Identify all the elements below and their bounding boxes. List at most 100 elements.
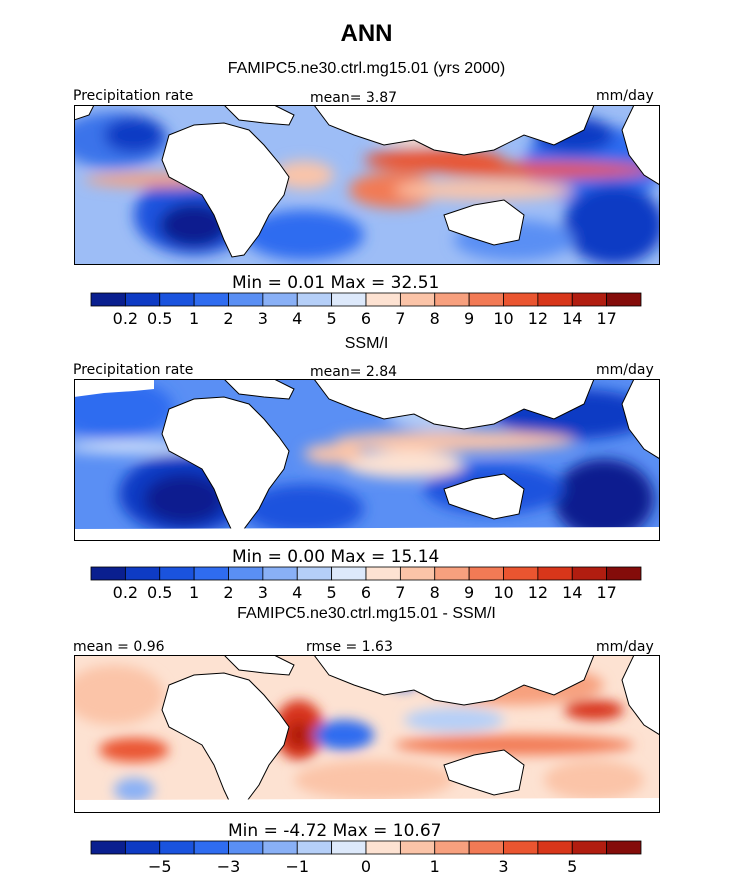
colorbar-tick-label: 5 — [567, 857, 577, 876]
colorbar-tick-label: −1 — [285, 857, 309, 876]
colorbar-swatch — [228, 292, 264, 307]
colorbar-swatch — [262, 292, 298, 307]
colorbar-swatch — [262, 566, 298, 581]
colorbar-tick-label: 9 — [464, 309, 474, 328]
figure-title: ANN — [340, 20, 393, 47]
colorbar-tick-label: 3 — [498, 857, 508, 876]
colorbar-tick-label: 3 — [258, 309, 268, 328]
colorbar-tick-label: 14 — [562, 583, 582, 602]
panel-3-colorbar-labels: −5 −3 −1 0 1 3 5 — [148, 857, 577, 876]
colorbar-tick-label: 10 — [493, 583, 513, 602]
colorbar-swatch — [159, 840, 195, 855]
colorbar-tick-label: 1 — [189, 309, 199, 328]
colorbar-swatch — [365, 566, 401, 581]
colorbar-tick-label: 0.5 — [147, 583, 172, 602]
colorbar-tick-label: 4 — [292, 583, 302, 602]
colorbar-swatch — [468, 840, 504, 855]
panel-1-units-label: mm/day — [596, 88, 654, 104]
panel-3-rmse-label: rmse = 1.63 — [306, 639, 393, 655]
panel-1-colorbar-labels: 0.2 0.5 1 2 3 4 5 6 7 8 9 10 12 14 17 — [113, 309, 617, 328]
colorbar-swatch — [503, 840, 539, 855]
colorbar-tick-label: 4 — [292, 309, 302, 328]
colorbar-swatch — [331, 566, 367, 581]
panel-2-colorbar — [90, 566, 642, 581]
colorbar-swatch — [228, 840, 264, 855]
panel-1-colorbar — [90, 292, 642, 307]
colorbar-swatch — [193, 292, 229, 307]
panel-2-subtitle: SSM/I — [344, 335, 389, 352]
colorbar-tick-label: 5 — [327, 583, 337, 602]
colorbar-tick-label: 12 — [528, 583, 548, 602]
colorbar-swatch — [503, 292, 539, 307]
panel-1-variable-label: Precipitation rate — [73, 88, 194, 104]
colorbar-swatch — [90, 292, 126, 307]
colorbar-swatch — [228, 566, 264, 581]
colorbar-tick-label: 0 — [361, 857, 371, 876]
colorbar-swatch — [537, 566, 573, 581]
colorbar-swatch — [124, 840, 161, 855]
colorbar-swatch — [434, 566, 470, 581]
colorbar-swatch — [159, 292, 195, 307]
colorbar-swatch — [90, 566, 126, 581]
colorbar-tick-label: 3 — [258, 583, 268, 602]
colorbar-swatch — [193, 840, 229, 855]
colorbar-swatch — [606, 566, 642, 581]
colorbar-swatch — [296, 292, 333, 307]
colorbar-swatch — [399, 292, 436, 307]
colorbar-tick-label: 10 — [493, 309, 513, 328]
panel-2-colorbar-labels: 0.2 0.5 1 2 3 4 5 6 7 8 9 10 12 14 17 — [113, 583, 617, 602]
colorbar-swatch — [537, 292, 573, 307]
colorbar-swatch — [90, 840, 126, 855]
colorbar-swatch — [331, 840, 367, 855]
colorbar-tick-label: 0.2 — [113, 583, 138, 602]
colorbar-tick-label: 0.5 — [147, 309, 172, 328]
colorbar-swatch — [468, 292, 504, 307]
colorbar-swatch — [262, 840, 298, 855]
colorbar-swatch — [124, 292, 161, 307]
colorbar-swatch — [159, 566, 195, 581]
colorbar-tick-label: 2 — [223, 309, 233, 328]
colorbar-tick-label: 17 — [596, 583, 616, 602]
colorbar-swatch — [399, 566, 436, 581]
colorbar-swatch — [365, 292, 401, 307]
panel-3-units-label: mm/day — [596, 639, 654, 655]
colorbar-swatch — [365, 840, 401, 855]
colorbar-tick-label: 6 — [361, 583, 371, 602]
colorbar-swatch — [399, 840, 436, 855]
panel-3-minmax: Min = -4.72 Max = 10.67 — [228, 821, 442, 841]
colorbar-tick-label: 14 — [562, 309, 582, 328]
colorbar-tick-label: 2 — [223, 583, 233, 602]
panel-1-mean-label: mean= 3.87 — [310, 90, 398, 106]
colorbar-swatch — [434, 292, 470, 307]
colorbar-swatch — [124, 566, 161, 581]
colorbar-tick-label: 0.2 — [113, 309, 138, 328]
colorbar-tick-label: 7 — [395, 309, 405, 328]
colorbar-tick-label: 8 — [430, 583, 440, 602]
colorbar-tick-label: 9 — [464, 583, 474, 602]
panel-2-variable-label: Precipitation rate — [73, 362, 194, 378]
colorbar-swatch — [606, 840, 642, 855]
panel-3-map — [74, 655, 660, 813]
colorbar-tick-label: −3 — [217, 857, 241, 876]
panel-3-colorbar — [90, 840, 642, 855]
colorbar-tick-label: 12 — [528, 309, 548, 328]
panel-2-minmax: Min = 0.00 Max = 15.14 — [232, 547, 440, 567]
colorbar-swatch — [434, 840, 470, 855]
panel-2-map — [74, 379, 660, 541]
colorbar-swatch — [537, 840, 573, 855]
colorbar-tick-label: 1 — [189, 583, 199, 602]
panel-3-subtitle: FAMIPC5.ne30.ctrl.mg15.01 - SSM/I — [237, 605, 496, 622]
colorbar-tick-label: 5 — [327, 309, 337, 328]
colorbar-tick-label: 1 — [430, 857, 440, 876]
colorbar-tick-label: 7 — [395, 583, 405, 602]
panel-1-subtitle: FAMIPC5.ne30.ctrl.mg15.01 (yrs 2000) — [227, 60, 506, 77]
colorbar-swatch — [571, 840, 608, 855]
colorbar-swatch — [296, 840, 333, 855]
colorbar-tick-label: 17 — [596, 309, 616, 328]
panel-2-mean-label: mean= 2.84 — [310, 364, 398, 380]
colorbar-tick-label: −5 — [148, 857, 172, 876]
panel-3-mean-label: mean = 0.96 — [73, 639, 165, 655]
panel-1-minmax: Min = 0.01 Max = 32.51 — [232, 273, 440, 293]
colorbar-swatch — [468, 566, 504, 581]
colorbar-swatch — [296, 566, 333, 581]
